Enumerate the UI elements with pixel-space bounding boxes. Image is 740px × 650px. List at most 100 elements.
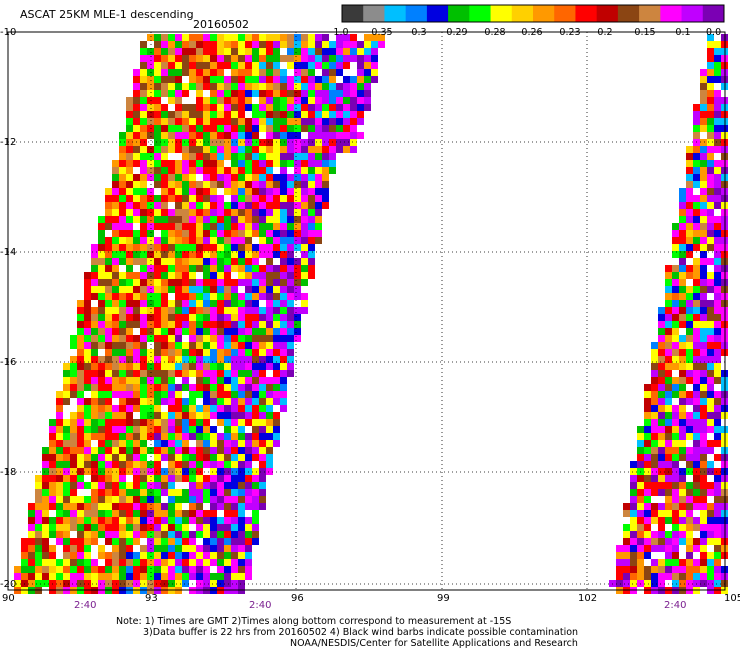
swath-cell: [266, 251, 273, 258]
swath-cell: [630, 510, 637, 517]
swath-cell: [126, 503, 133, 510]
swath-cell: [112, 251, 119, 258]
swath-cell: [126, 482, 133, 489]
swath-cell: [203, 496, 210, 503]
swath-cell: [252, 293, 259, 300]
swath-cell: [245, 349, 252, 356]
swath-cell: [714, 244, 721, 251]
swath-cell: [672, 293, 679, 300]
colorbar-label: -0.28: [481, 27, 506, 38]
swath-cell: [210, 48, 217, 55]
swath-cell: [147, 314, 154, 321]
swath-cell: [203, 433, 210, 440]
swath-cell: [266, 237, 273, 244]
swath-cell: [693, 559, 700, 566]
swath-cell: [252, 300, 259, 307]
swath-cell: [217, 531, 224, 538]
swath-cell: [140, 293, 147, 300]
swath-cell: [266, 328, 273, 335]
swath-cell: [259, 426, 266, 433]
swath-cell: [154, 146, 161, 153]
swath-cell: [644, 496, 651, 503]
swath-cell: [637, 475, 644, 482]
swath-cell: [189, 146, 196, 153]
swath-cell: [175, 69, 182, 76]
swath-cell: [168, 496, 175, 503]
swath-cell: [70, 363, 77, 370]
swath-cell: [126, 468, 133, 475]
swath-cell: [168, 489, 175, 496]
swath-cell: [252, 118, 259, 125]
swath-cell: [665, 384, 672, 391]
swath-cell: [315, 167, 322, 174]
swath-cell: [273, 202, 280, 209]
swath-cell: [714, 251, 721, 258]
swath-cell: [707, 335, 714, 342]
swath-cell: [672, 244, 679, 251]
swath-cell: [217, 342, 224, 349]
swath-cell: [231, 202, 238, 209]
swath-cell: [189, 279, 196, 286]
swath-cell: [714, 475, 721, 482]
swath-cell: [245, 223, 252, 230]
swath-cell: [686, 342, 693, 349]
swath-cell: [266, 118, 273, 125]
swath-cell: [658, 433, 665, 440]
swath-cell: [231, 265, 238, 272]
swath-cell: [245, 48, 252, 55]
swath-cell: [182, 468, 189, 475]
swath-cell: [91, 433, 98, 440]
swath-cell: [273, 440, 280, 447]
swath-cell: [161, 566, 168, 573]
swath-cell: [252, 104, 259, 111]
swath-cell: [224, 566, 231, 573]
swath-cell: [210, 545, 217, 552]
swath-cell: [210, 195, 217, 202]
swath-cell: [133, 335, 140, 342]
swath-cell: [70, 559, 77, 566]
swath-cell: [77, 349, 84, 356]
swath-cell: [147, 503, 154, 510]
swath-cell: [196, 118, 203, 125]
swath-cell: [168, 251, 175, 258]
swath-cell: [126, 265, 133, 272]
swath-cell: [189, 41, 196, 48]
swath-cell: [273, 111, 280, 118]
swath-cell: [147, 286, 154, 293]
swath-cell: [161, 335, 168, 342]
swath-cell: [665, 559, 672, 566]
swath-cell: [175, 314, 182, 321]
swath-cell: [651, 559, 658, 566]
swath-cell: [266, 55, 273, 62]
swath-cell: [259, 160, 266, 167]
swath-cell: [168, 531, 175, 538]
swath-cell: [147, 307, 154, 314]
swath-cell: [154, 216, 161, 223]
swath-cell: [217, 104, 224, 111]
swath-cell: [119, 223, 126, 230]
swath-cell: [161, 524, 168, 531]
swath-cell: [189, 489, 196, 496]
swath-cell: [196, 314, 203, 321]
swath-cell: [707, 55, 714, 62]
swath-cell: [161, 258, 168, 265]
swath-cell: [259, 440, 266, 447]
swath-cell: [210, 349, 217, 356]
swath-cell: [280, 118, 287, 125]
swath-cell: [161, 83, 168, 90]
swath-cell: [658, 538, 665, 545]
swath-cell: [252, 524, 259, 531]
swath-cell: [28, 559, 35, 566]
swath-cell: [672, 223, 679, 230]
swath-cell: [301, 69, 308, 76]
swath-cell: [126, 146, 133, 153]
swath-cell: [105, 496, 112, 503]
swath-cell: [259, 237, 266, 244]
swath-cell: [294, 97, 301, 104]
swath-cell: [63, 517, 70, 524]
swath-cell: [35, 517, 42, 524]
swath-cell: [329, 104, 336, 111]
swath-cell: [644, 475, 651, 482]
swath-cell: [154, 223, 161, 230]
swath-cell: [322, 111, 329, 118]
